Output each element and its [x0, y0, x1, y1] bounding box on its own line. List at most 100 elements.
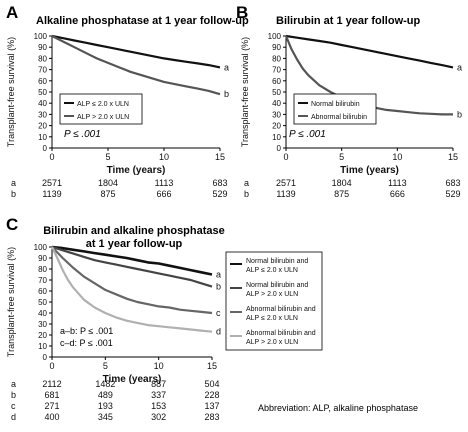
series-end-label-c-c: c [216, 308, 221, 318]
at-risk-value-a-b-0: 1139 [42, 189, 61, 199]
x-axis-label-c: Time (years) [103, 374, 162, 385]
panel-b-pvalue: P ≤ .001 [289, 129, 326, 140]
y-tick-label-c-70: 70 [38, 276, 47, 285]
y-tick-label-c-100: 100 [34, 243, 48, 252]
at-risk-value-c-d-0: 400 [44, 412, 59, 422]
at-risk-row-label-c-d: d [11, 412, 16, 422]
at-risk-value-b-b-2: 666 [390, 189, 405, 199]
y-tick-label-a-90: 90 [38, 43, 47, 52]
series-line-c-b [51, 245, 213, 288]
at-risk-value-c-a-1: 1482 [95, 379, 115, 389]
y-axis-label-c: Transplant-free survival (%) [6, 247, 16, 357]
y-tick-label-a-20: 20 [38, 122, 47, 131]
y-tick-label-b-20: 20 [272, 122, 281, 131]
legend-label-a-b: ALP > 2.0 x ULN [77, 114, 129, 121]
at-risk-value-c-d-3: 283 [204, 412, 219, 422]
y-tick-label-c-10: 10 [38, 342, 47, 351]
x-tick-label-c-10: 10 [154, 361, 164, 371]
panel-c-title-line1: Bilirubin and alkaline phosphatase [43, 225, 225, 237]
x-tick-label-a-0: 0 [49, 152, 54, 162]
series-end-label-b-b: b [457, 109, 462, 119]
y-tick-label-a-40: 40 [38, 99, 47, 108]
at-risk-value-a-a-0: 2571 [42, 178, 62, 188]
at-risk-value-c-d-1: 345 [98, 412, 113, 422]
x-axis-label-a: Time (years) [107, 165, 166, 176]
series-end-label-b-a: a [457, 62, 462, 72]
panel-letter-c: C [6, 215, 18, 234]
x-tick-label-b-10: 10 [392, 152, 402, 162]
at-risk-value-a-a-2: 1113 [155, 178, 174, 188]
panel-a-pvalue: P ≤ .001 [64, 129, 101, 140]
at-risk-value-c-a-0: 2112 [42, 379, 61, 389]
y-tick-label-b-30: 30 [272, 110, 281, 119]
y-tick-label-c-80: 80 [38, 265, 47, 274]
y-tick-label-a-70: 70 [38, 66, 47, 75]
at-risk-value-a-b-2: 666 [156, 189, 171, 199]
y-tick-label-c-90: 90 [38, 254, 47, 263]
x-tick-label-a-10: 10 [159, 152, 169, 162]
panel-letter-a: A [6, 3, 18, 22]
abbreviation-note: Abbreviation: ALP, alkaline phosphatase [258, 403, 418, 413]
series-line-c-a [51, 245, 213, 276]
series-line-b-a [285, 34, 454, 69]
series-end-label-c-b: b [216, 282, 221, 292]
panel-a-title: Alkaline phosphatase at 1 year follow-up [36, 15, 249, 27]
legend-box-c [225, 251, 323, 351]
legend-label-a-a: ALP ≤ 2.0 x ULN [77, 101, 129, 108]
y-tick-label-a-60: 60 [38, 77, 47, 86]
y-tick-label-c-40: 40 [38, 309, 47, 318]
x-tick-label-c-15: 15 [207, 361, 217, 371]
y-tick-label-a-50: 50 [38, 88, 47, 97]
legend-label-c-a-line1: Normal bilirubin and [246, 258, 308, 265]
y-axis-label-b: Transplant-free survival (%) [240, 37, 250, 147]
y-tick-label-a-100: 100 [34, 32, 48, 41]
at-risk-value-c-b-2: 337 [151, 390, 166, 400]
y-tick-label-c-60: 60 [38, 287, 47, 296]
at-risk-value-b-b-0: 1139 [276, 189, 295, 199]
y-tick-label-a-0: 0 [43, 144, 48, 153]
legend-label-c-d-line1: Abnormal bilirubin and [246, 330, 316, 337]
at-risk-row-label-a-a: a [11, 178, 16, 188]
at-risk-value-c-b-1: 489 [98, 390, 113, 400]
y-tick-label-b-40: 40 [272, 99, 281, 108]
legend-label-c-a-line2: ALP ≤ 2.0 x ULN [246, 267, 298, 274]
y-tick-label-b-0: 0 [277, 144, 282, 153]
y-tick-label-b-100: 100 [268, 32, 282, 41]
y-tick-label-c-30: 30 [38, 320, 47, 329]
panel-c-title-line2: at 1 year follow-up [86, 238, 183, 250]
x-tick-label-c-5: 5 [103, 361, 108, 371]
x-tick-label-b-0: 0 [283, 152, 288, 162]
x-tick-label-a-15: 15 [215, 152, 225, 162]
at-risk-row-label-b-a: a [244, 178, 249, 188]
x-tick-label-b-15: 15 [448, 152, 458, 162]
legend-label-c-b-line1: Normal bilirubin and [246, 282, 308, 289]
x-axis-label-b: Time (years) [340, 165, 399, 176]
at-risk-value-b-a-3: 683 [445, 178, 460, 188]
at-risk-row-label-a-b: b [11, 189, 16, 199]
y-tick-label-b-90: 90 [272, 43, 281, 52]
x-tick-label-a-5: 5 [105, 152, 110, 162]
at-risk-value-c-c-1: 193 [98, 401, 113, 411]
at-risk-value-c-a-3: 504 [204, 379, 219, 389]
series-line-c-d [51, 246, 213, 333]
y-tick-label-a-30: 30 [38, 110, 47, 119]
y-tick-label-a-80: 80 [38, 54, 47, 63]
at-risk-value-b-b-1: 875 [334, 189, 349, 199]
at-risk-value-c-c-0: 271 [44, 401, 59, 411]
panel-letter-b: B [236, 3, 248, 22]
at-risk-value-b-a-2: 1113 [388, 178, 407, 188]
at-risk-value-a-b-1: 875 [100, 189, 115, 199]
at-risk-value-c-b-0: 681 [44, 390, 59, 400]
at-risk-value-a-a-1: 1804 [98, 178, 118, 188]
at-risk-value-c-a-2: 887 [151, 379, 166, 389]
series-line-c-c [51, 246, 213, 315]
panel-c-pvalue-cd: c–d: P ≤ .001 [60, 338, 113, 348]
y-axis-label-a: Transplant-free survival (%) [6, 37, 16, 147]
at-risk-value-b-a-0: 2571 [276, 178, 296, 188]
series-end-label-c-a: a [216, 270, 221, 280]
y-tick-label-c-50: 50 [38, 298, 47, 307]
at-risk-value-b-b-3: 529 [445, 189, 460, 199]
at-risk-row-label-c-b: b [11, 390, 16, 400]
